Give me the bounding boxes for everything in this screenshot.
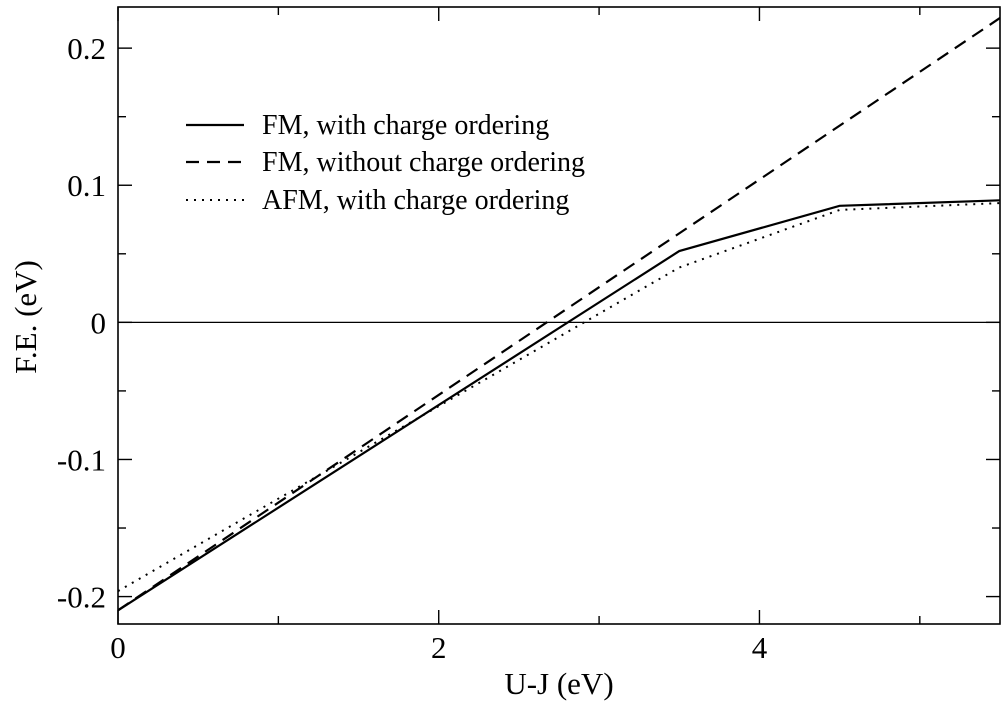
axis-ticks: [117, 7, 1000, 624]
y-tick-label: 0: [91, 305, 107, 340]
y-tick-label: -0.1: [57, 442, 106, 477]
y-tick-label: 0.2: [67, 31, 106, 66]
x-tick-label: 4: [752, 630, 768, 665]
x-axis-title: U-J (eV): [504, 666, 613, 701]
legend-label-fm-without-co: FM, without charge ordering: [262, 147, 585, 178]
legend-label-fm-with-co: FM, with charge ordering: [262, 110, 549, 141]
series-line-fm-without-charge-ordering: [117, 17, 1001, 612]
y-tick-label: -0.2: [57, 580, 106, 615]
series-lines: [117, 17, 1001, 612]
legend-label-afm-with-co: AFM, with charge ordering: [262, 185, 569, 216]
series-line-fm-with-charge-ordering: [117, 199, 1001, 612]
plot-frame: [117, 6, 1001, 625]
x-tick-label: 0: [110, 630, 126, 665]
legend: FM, with charge ordering FM, without cha…: [186, 110, 585, 216]
tick-labels: 0 2 4 -0.2 -0.1 0 0.1 0.2: [57, 31, 768, 665]
y-axis-title: F.E. (eV): [8, 260, 43, 374]
series-line-afm-with-charge-ordering: [117, 202, 1001, 592]
x-tick-label: 2: [431, 630, 447, 665]
y-tick-label: 0.1: [67, 168, 106, 203]
